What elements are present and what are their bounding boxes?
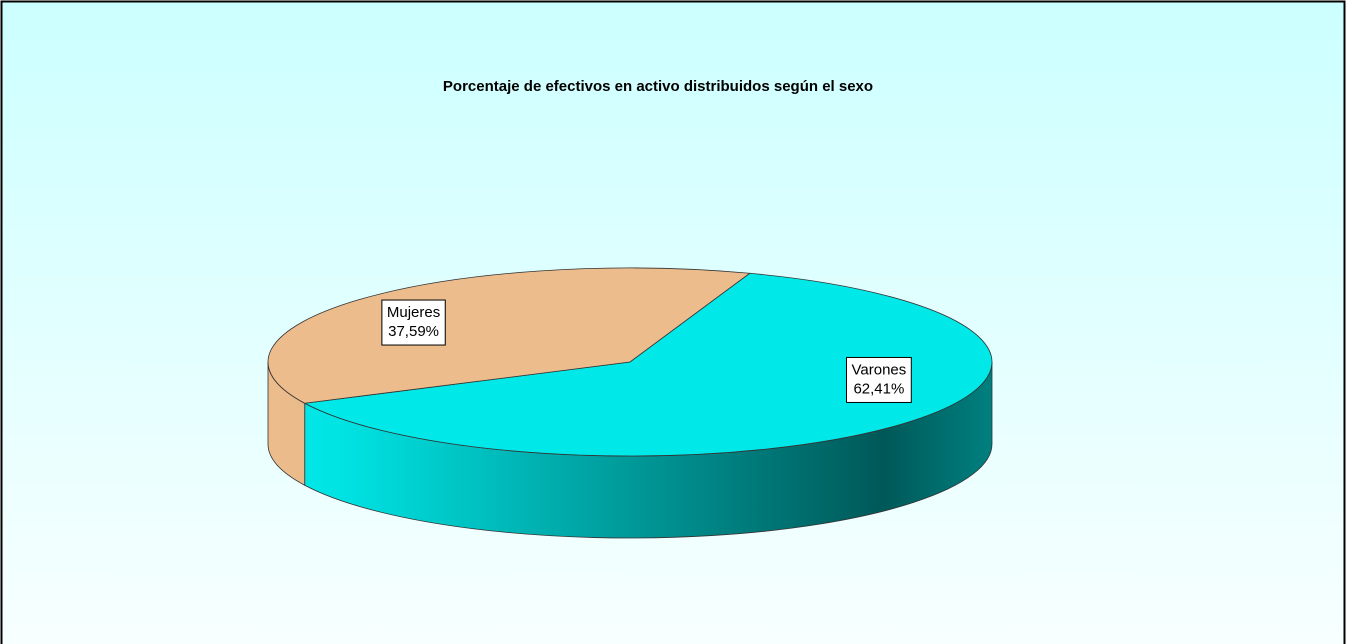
pie-slice — [303, 272, 993, 457]
chart-title: Porcentaje de efectivos en activo distri… — [443, 78, 873, 95]
data-label-box — [381, 299, 446, 346]
data-label-category: Varones — [852, 361, 907, 378]
data-label-value: 62,41% — [853, 380, 904, 397]
data-label-box — [846, 356, 912, 403]
data-label-value: 37,59% — [388, 323, 439, 340]
data-label: Varones 62,41% — [846, 356, 912, 403]
data-label: Mujeres 37,59% — [381, 299, 446, 346]
data-label-category: Mujeres — [387, 304, 440, 321]
